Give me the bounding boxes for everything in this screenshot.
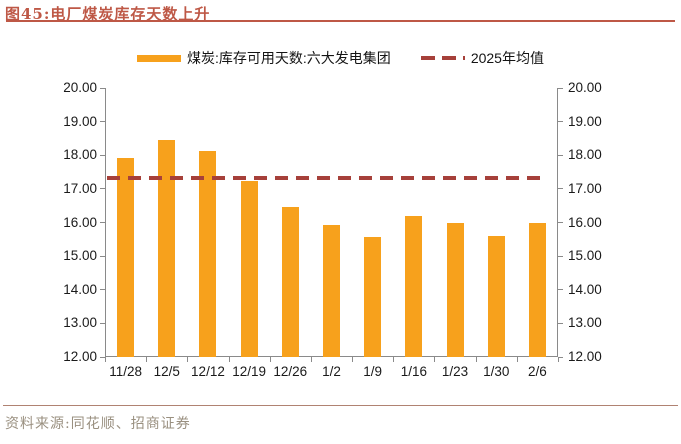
dashed-line-swatch-icon	[420, 56, 465, 60]
x-axis-label: 1/30	[483, 364, 510, 379]
footer-divider	[3, 405, 678, 406]
y-axis-tick-left	[100, 222, 105, 223]
x-axis-tick	[558, 357, 559, 362]
bar-2/6	[528, 222, 546, 357]
y-axis-label-left: 15.00	[63, 248, 97, 264]
y-axis-label-left: 12.00	[63, 349, 97, 364]
y-axis-label-left: 18.00	[63, 147, 97, 163]
x-axis-label: 1/16	[400, 364, 427, 379]
bar-1/2	[323, 225, 340, 357]
y-axis-tick-right	[558, 87, 563, 89]
x-axis-tick	[310, 357, 312, 362]
y-axis-tick-left	[100, 322, 105, 324]
y-axis-tick-left	[100, 356, 105, 358]
bar-11/28	[117, 157, 135, 357]
y-axis-label-left: 16.00	[63, 214, 97, 230]
title-divider	[6, 20, 675, 22]
y-axis-label-right: 12.00	[568, 349, 602, 364]
x-axis-label: 11/28	[109, 364, 142, 379]
bar-series-swatch-icon	[137, 54, 182, 62]
legend-item-bar-series: 煤炭:库存可用天数:六大发电集团	[137, 48, 391, 68]
y-axis-label-right: 18.00	[568, 147, 602, 163]
bar-12/19	[240, 181, 258, 357]
x-axis-label: 12/5	[153, 364, 180, 379]
bar-12/26	[281, 207, 299, 357]
bar-12/5	[158, 140, 176, 357]
y-axis-tick-left	[100, 87, 105, 89]
x-axis-label: 2/6	[528, 364, 547, 379]
y-axis-label-right: 14.00	[568, 281, 602, 297]
y-axis-label-right: 20.00	[568, 80, 602, 95]
x-axis-tick	[393, 357, 395, 362]
x-axis-tick	[187, 357, 189, 362]
x-axis-label: 12/26	[273, 364, 308, 379]
bar-1/9	[364, 236, 382, 357]
y-axis-tick-left	[100, 289, 105, 291]
legend-item-mean-line: 2025年均值	[420, 48, 544, 68]
y-axis-tick-left	[100, 188, 105, 190]
y-axis-tick-right	[558, 154, 563, 156]
y-axis-tick-right	[558, 188, 563, 190]
mean-value-dashed-line	[107, 176, 548, 181]
y-axis-label-left: 13.00	[63, 315, 97, 331]
y-axis-label-right: 13.00	[568, 315, 602, 331]
source-text: 资料来源:同花顺、招商证券	[5, 416, 191, 432]
y-axis-label-right: 16.00	[568, 214, 602, 230]
x-axis-tick	[228, 357, 230, 362]
y-axis-tick-left	[100, 154, 105, 156]
y-axis-label-left: 14.00	[63, 281, 97, 297]
bar-12/12	[199, 151, 217, 357]
x-axis-label: 12/19	[232, 364, 267, 379]
bar-1/16	[405, 216, 423, 357]
x-axis-tick	[475, 357, 477, 362]
y-axis-tick-right	[558, 222, 563, 223]
x-axis-tick	[516, 357, 518, 362]
y-axis-label-left: 19.00	[63, 113, 97, 129]
y-axis-tick-right	[558, 322, 563, 324]
x-axis-tick	[434, 357, 436, 362]
y-axis-tick-right	[558, 356, 563, 358]
figure-title: 图45:电厂煤炭库存天数上升	[5, 5, 211, 23]
y-axis-tick-right	[558, 255, 563, 257]
y-axis-label-left: 17.00	[63, 180, 97, 196]
x-axis-label: 1/23	[441, 364, 469, 379]
legend-label: 煤炭:库存可用天数:六大发电集团	[187, 50, 391, 66]
x-axis-tick	[146, 357, 148, 362]
y-axis-tick-right	[558, 121, 563, 123]
y-axis-tick-right	[558, 289, 563, 291]
x-axis-tick	[269, 357, 271, 362]
x-axis-label: 1/9	[363, 364, 383, 379]
x-axis-tick	[352, 357, 354, 362]
legend-label: 2025年均值	[470, 50, 544, 66]
y-axis-label-left: 20.00	[63, 80, 97, 95]
y-axis-label-right: 19.00	[568, 113, 602, 129]
x-axis-label: 12/12	[191, 364, 225, 379]
bar-1/23	[446, 222, 464, 357]
x-axis-label: 1/2	[322, 364, 341, 379]
x-axis-tick	[105, 357, 106, 362]
y-axis-label-right: 15.00	[568, 248, 602, 264]
y-axis-label-right: 17.00	[568, 180, 602, 196]
chart-legend: 煤炭:库存可用天数:六大发电集团 2025年均值	[0, 49, 681, 67]
bar-1/30	[487, 236, 505, 357]
y-axis-tick-left	[100, 121, 105, 123]
y-axis-tick-left	[100, 255, 105, 257]
